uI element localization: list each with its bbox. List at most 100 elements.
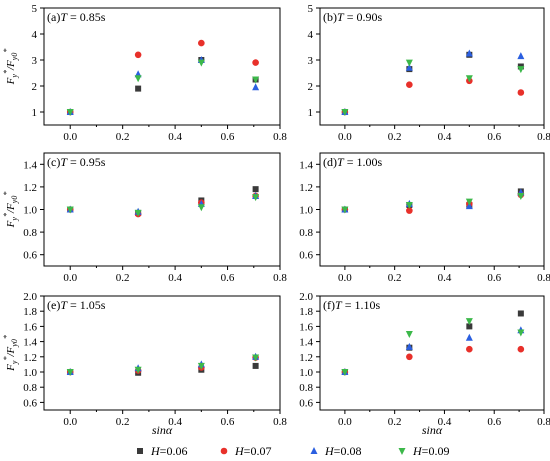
x-tick-label: 0.8 xyxy=(537,272,550,284)
x-tick-label: 0.2 xyxy=(388,416,402,428)
x-tick-label: 0.0 xyxy=(338,131,352,143)
legend-item: H=0.08 xyxy=(310,444,361,458)
x-tick-label: 0.6 xyxy=(221,416,235,428)
data-point xyxy=(252,59,259,66)
panel-label: (b)T = 0.90s xyxy=(323,10,382,24)
y-tick-label: 1.0 xyxy=(299,205,313,217)
x-tick-label: 0.4 xyxy=(438,416,452,428)
legend-item: H=0.07 xyxy=(220,444,271,458)
data-point xyxy=(465,333,473,341)
data-point xyxy=(252,76,260,84)
data-point xyxy=(252,362,259,369)
data-point xyxy=(465,198,473,206)
y-tick-label: 2 xyxy=(32,81,38,93)
panel-d: 0.0 0.2 0.4 0.6 0.8 0.6 0.8 1.0 1.2 1.4 (d)T = 1.0… xyxy=(299,152,550,284)
y-tick-label: 2.0 xyxy=(23,291,37,303)
y-tick-label: 0.8 xyxy=(299,382,313,394)
y-tick-label: 0.8 xyxy=(23,227,37,239)
plot-frame xyxy=(319,7,545,126)
legend-item: H=0.06 xyxy=(137,444,187,458)
data-point xyxy=(517,192,525,200)
x-tick-label: 0.4 xyxy=(168,416,182,428)
data-point xyxy=(406,207,413,214)
y-tick-label: 1 xyxy=(308,107,314,119)
x-tick-label: 0.4 xyxy=(168,131,182,143)
data-point xyxy=(66,109,74,116)
data-point xyxy=(134,75,142,83)
x-tick-label: 0.6 xyxy=(221,272,235,284)
y-axis-label: Fy*/Fy0* xyxy=(2,335,19,372)
legend-label: H=0.08 xyxy=(324,444,361,458)
y-tick-label: 1.0 xyxy=(23,205,37,217)
data-point xyxy=(134,209,142,217)
legend-label: H=0.06 xyxy=(150,444,187,458)
data-point xyxy=(341,369,349,376)
x-tick-label: 0.8 xyxy=(537,131,550,143)
legend-marker xyxy=(220,447,228,455)
data-point xyxy=(517,329,525,337)
data-point xyxy=(405,63,413,71)
x-tick-label: 0.2 xyxy=(116,272,130,284)
y-tick-label: 1.8 xyxy=(299,306,313,318)
y-tick-label: 1.6 xyxy=(23,321,37,333)
data-point xyxy=(252,354,260,362)
x-tick-label: 0.0 xyxy=(338,272,352,284)
y-tick-label: 0.6 xyxy=(23,397,37,409)
y-tick-label: 2.0 xyxy=(299,291,313,303)
y-tick-label: 1.0 xyxy=(299,367,313,379)
data-point xyxy=(197,362,205,370)
x-tick-label: 0.2 xyxy=(388,272,402,284)
data-point xyxy=(406,81,413,88)
legend: H=0.06 H=0.07 H=0.08 H=0.09 xyxy=(137,444,449,458)
data-point xyxy=(406,353,413,361)
y-tick-label: 4 xyxy=(32,29,38,41)
y-tick-label: 0.6 xyxy=(299,397,313,409)
plot-frame xyxy=(43,295,281,411)
y-tick-label: 2 xyxy=(308,81,314,93)
y-tick-label: 1.2 xyxy=(299,352,313,364)
data-point xyxy=(135,85,142,92)
data-point xyxy=(66,206,74,214)
x-tick-label: 0.6 xyxy=(487,131,501,143)
panel-e: 0.0 0.2 0.4 0.6 0.8 0.6 0.8 1.0 1.2 1.4 1.6 1.8 2.0 (… xyxy=(2,291,287,428)
legend-label: H=0.07 xyxy=(234,444,271,458)
legend-marker xyxy=(310,447,318,454)
x-tick-label: 0.6 xyxy=(487,416,501,428)
y-tick-label: 1.0 xyxy=(23,367,37,379)
data-point xyxy=(465,318,473,326)
y-tick-label: 3 xyxy=(32,55,38,67)
y-tick-label: 1.2 xyxy=(23,182,37,194)
legend-marker xyxy=(398,448,406,455)
data-point xyxy=(198,39,205,47)
x-tick-label: 0.6 xyxy=(487,272,501,284)
y-axis-label: Fy*/Fy0* xyxy=(2,49,19,86)
data-point xyxy=(66,369,74,376)
x-axis-label-right: sinα xyxy=(422,423,443,437)
x-tick-label: 0.0 xyxy=(63,131,77,143)
y-tick-label: 1.4 xyxy=(299,159,313,171)
plot-frame xyxy=(319,152,545,267)
data-point xyxy=(466,345,473,353)
data-point xyxy=(252,194,260,202)
x-tick-label: 0.0 xyxy=(338,416,352,428)
y-tick-label: 1.2 xyxy=(23,352,37,364)
x-axis-label-left: sinα xyxy=(152,423,173,437)
y-tick-label: 1.4 xyxy=(299,337,313,349)
x-tick-label: 0.6 xyxy=(221,131,235,143)
y-tick-label: 4 xyxy=(308,29,314,41)
data-point xyxy=(134,51,142,59)
x-tick-label: 0.8 xyxy=(273,416,287,428)
panel-f: 0.0 0.2 0.4 0.6 0.8 0.6 0.8 1.0 1.2 1.4 1.6 1.8 2.0 (… xyxy=(299,291,550,428)
x-tick-label: 0.2 xyxy=(388,131,402,143)
data-point xyxy=(197,204,205,212)
panel-c: 0.0 0.2 0.4 0.6 0.8 0.6 0.8 1.0 1.2 1.4 (c)T = 0.9… xyxy=(2,152,287,284)
y-tick-label: 1 xyxy=(32,107,38,119)
panel-b: 0.0 0.2 0.4 0.6 0.8 1 2 3 4 5 (b)T = 0.90s xyxy=(308,3,550,143)
panel-a: 0.0 0.2 0.4 0.6 0.8 1 2 3 4 5 (a)T = 0.85s Fy*/Fy0* xyxy=(2,3,287,143)
legend-label: H=0.09 xyxy=(412,444,449,458)
panel-label: (e)T = 1.05s xyxy=(47,298,106,312)
data-point xyxy=(517,66,525,74)
y-tick-label: 0.6 xyxy=(299,250,313,262)
data-point xyxy=(341,109,349,116)
